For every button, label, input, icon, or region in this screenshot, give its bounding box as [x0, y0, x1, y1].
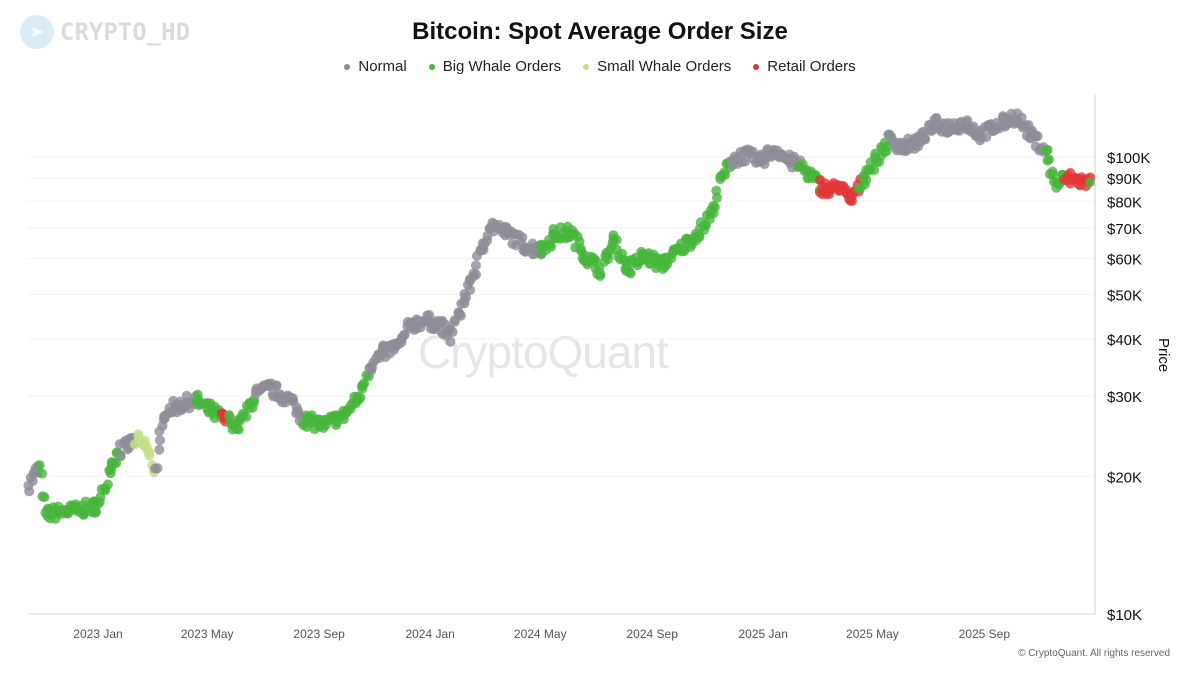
x-tick-label: 2023 May — [181, 627, 234, 641]
legend-item-retail[interactable]: Retail Orders — [753, 58, 856, 75]
y-tick-label: $70K — [1107, 221, 1142, 238]
data-point-big — [355, 392, 366, 403]
data-point-big — [1084, 177, 1095, 188]
data-point-normal — [1032, 131, 1043, 142]
y-tick-label: $40K — [1107, 332, 1142, 349]
legend-item-big-whale[interactable]: Big Whale Orders — [428, 58, 562, 75]
y-tick-label: $20K — [1107, 469, 1142, 486]
legend-dot — [583, 63, 590, 70]
data-point-big — [869, 164, 880, 175]
y-tick-label: $100K — [1107, 150, 1150, 167]
legend-dot — [344, 63, 351, 70]
data-point-normal — [471, 269, 482, 280]
x-tick-label: 2025 Jan — [739, 627, 788, 641]
y-axis-label: Price — [1155, 338, 1172, 372]
data-point-normal — [445, 336, 456, 347]
data-point-small — [144, 450, 155, 461]
copyright: © CryptoQuant. All rights reserved — [1018, 648, 1170, 659]
y-tick-label: $90K — [1107, 171, 1142, 188]
data-point-normal — [981, 132, 992, 143]
data-point-normal — [154, 435, 165, 446]
y-tick-label: $80K — [1107, 194, 1142, 211]
legend-label: Small Whale Orders — [597, 58, 732, 75]
x-tick-label: 2023 Sep — [293, 627, 345, 641]
data-point-normal — [962, 115, 973, 126]
data-point-big — [1043, 154, 1054, 165]
data-point-normal — [470, 260, 481, 271]
legend-label: Retail Orders — [767, 58, 856, 75]
data-point-big — [34, 460, 45, 471]
x-tick-label: 2024 May — [514, 627, 567, 641]
legend-dot — [753, 63, 760, 70]
x-tick-label: 2024 Jan — [405, 627, 454, 641]
data-point-normal — [154, 444, 165, 455]
watermark-logo: ➤ CRYPTO_HD — [20, 15, 190, 49]
data-point-big — [102, 479, 113, 490]
x-tick-label: 2025 Sep — [959, 627, 1011, 641]
data-point-normal — [152, 463, 163, 474]
data-point-normal — [465, 284, 476, 295]
data-point-big — [709, 202, 720, 213]
x-tick-label: 2025 May — [846, 627, 899, 641]
legend-item-small-whale[interactable]: Small Whale Orders — [583, 58, 731, 75]
x-tick-label: 2023 Jan — [73, 627, 122, 641]
data-point-normal — [920, 133, 931, 144]
data-point-big — [711, 185, 722, 196]
data-point-big — [720, 169, 731, 180]
data-point-big — [603, 254, 614, 265]
legend-dot — [428, 63, 435, 70]
data-point-big — [224, 411, 235, 422]
data-point-normal — [454, 309, 465, 320]
data-point-normal — [517, 232, 528, 243]
data-point-big — [39, 492, 50, 503]
data-point-normal — [461, 292, 472, 303]
data-point-big — [861, 174, 872, 185]
telegram-icon: ➤ — [20, 15, 54, 49]
data-point-normal — [399, 329, 410, 340]
data-point-big — [590, 255, 601, 266]
data-point-big — [1042, 144, 1053, 155]
legend-item-normal[interactable]: Normal — [344, 58, 407, 75]
data-point-big — [241, 411, 252, 422]
data-point-big — [359, 378, 370, 389]
y-tick-label: $50K — [1107, 288, 1142, 305]
cryptoquant-watermark: CryptoQuant — [418, 326, 669, 378]
chart-title: Bitcoin: Spot Average Order Size — [412, 18, 788, 45]
data-point-big — [595, 268, 606, 279]
data-point-big — [625, 268, 636, 279]
data-point-big — [693, 231, 704, 242]
data-point-normal — [27, 476, 38, 487]
data-point-normal — [271, 380, 282, 391]
data-point-big — [611, 234, 622, 245]
y-tick-label: $10K — [1107, 607, 1142, 624]
legend-label: Big Whale Orders — [442, 58, 562, 75]
legend-label: Normal — [358, 58, 407, 75]
data-point-big — [91, 506, 102, 517]
data-point-normal — [1016, 112, 1027, 123]
data-point-normal — [447, 327, 458, 338]
y-tick-label: $30K — [1107, 389, 1142, 406]
x-tick-label: 2024 Sep — [626, 627, 678, 641]
data-point-normal — [740, 156, 751, 167]
data-point-big — [37, 468, 48, 479]
watermark-text: CRYPTO_HD — [60, 18, 191, 46]
data-point-big — [1048, 169, 1059, 180]
data-point-big — [233, 424, 244, 435]
y-tick-label: $60K — [1107, 251, 1142, 268]
data-point-normal — [115, 450, 126, 461]
chart-legend: Normal Big Whale Orders Small Whale Orde… — [0, 58, 1200, 75]
